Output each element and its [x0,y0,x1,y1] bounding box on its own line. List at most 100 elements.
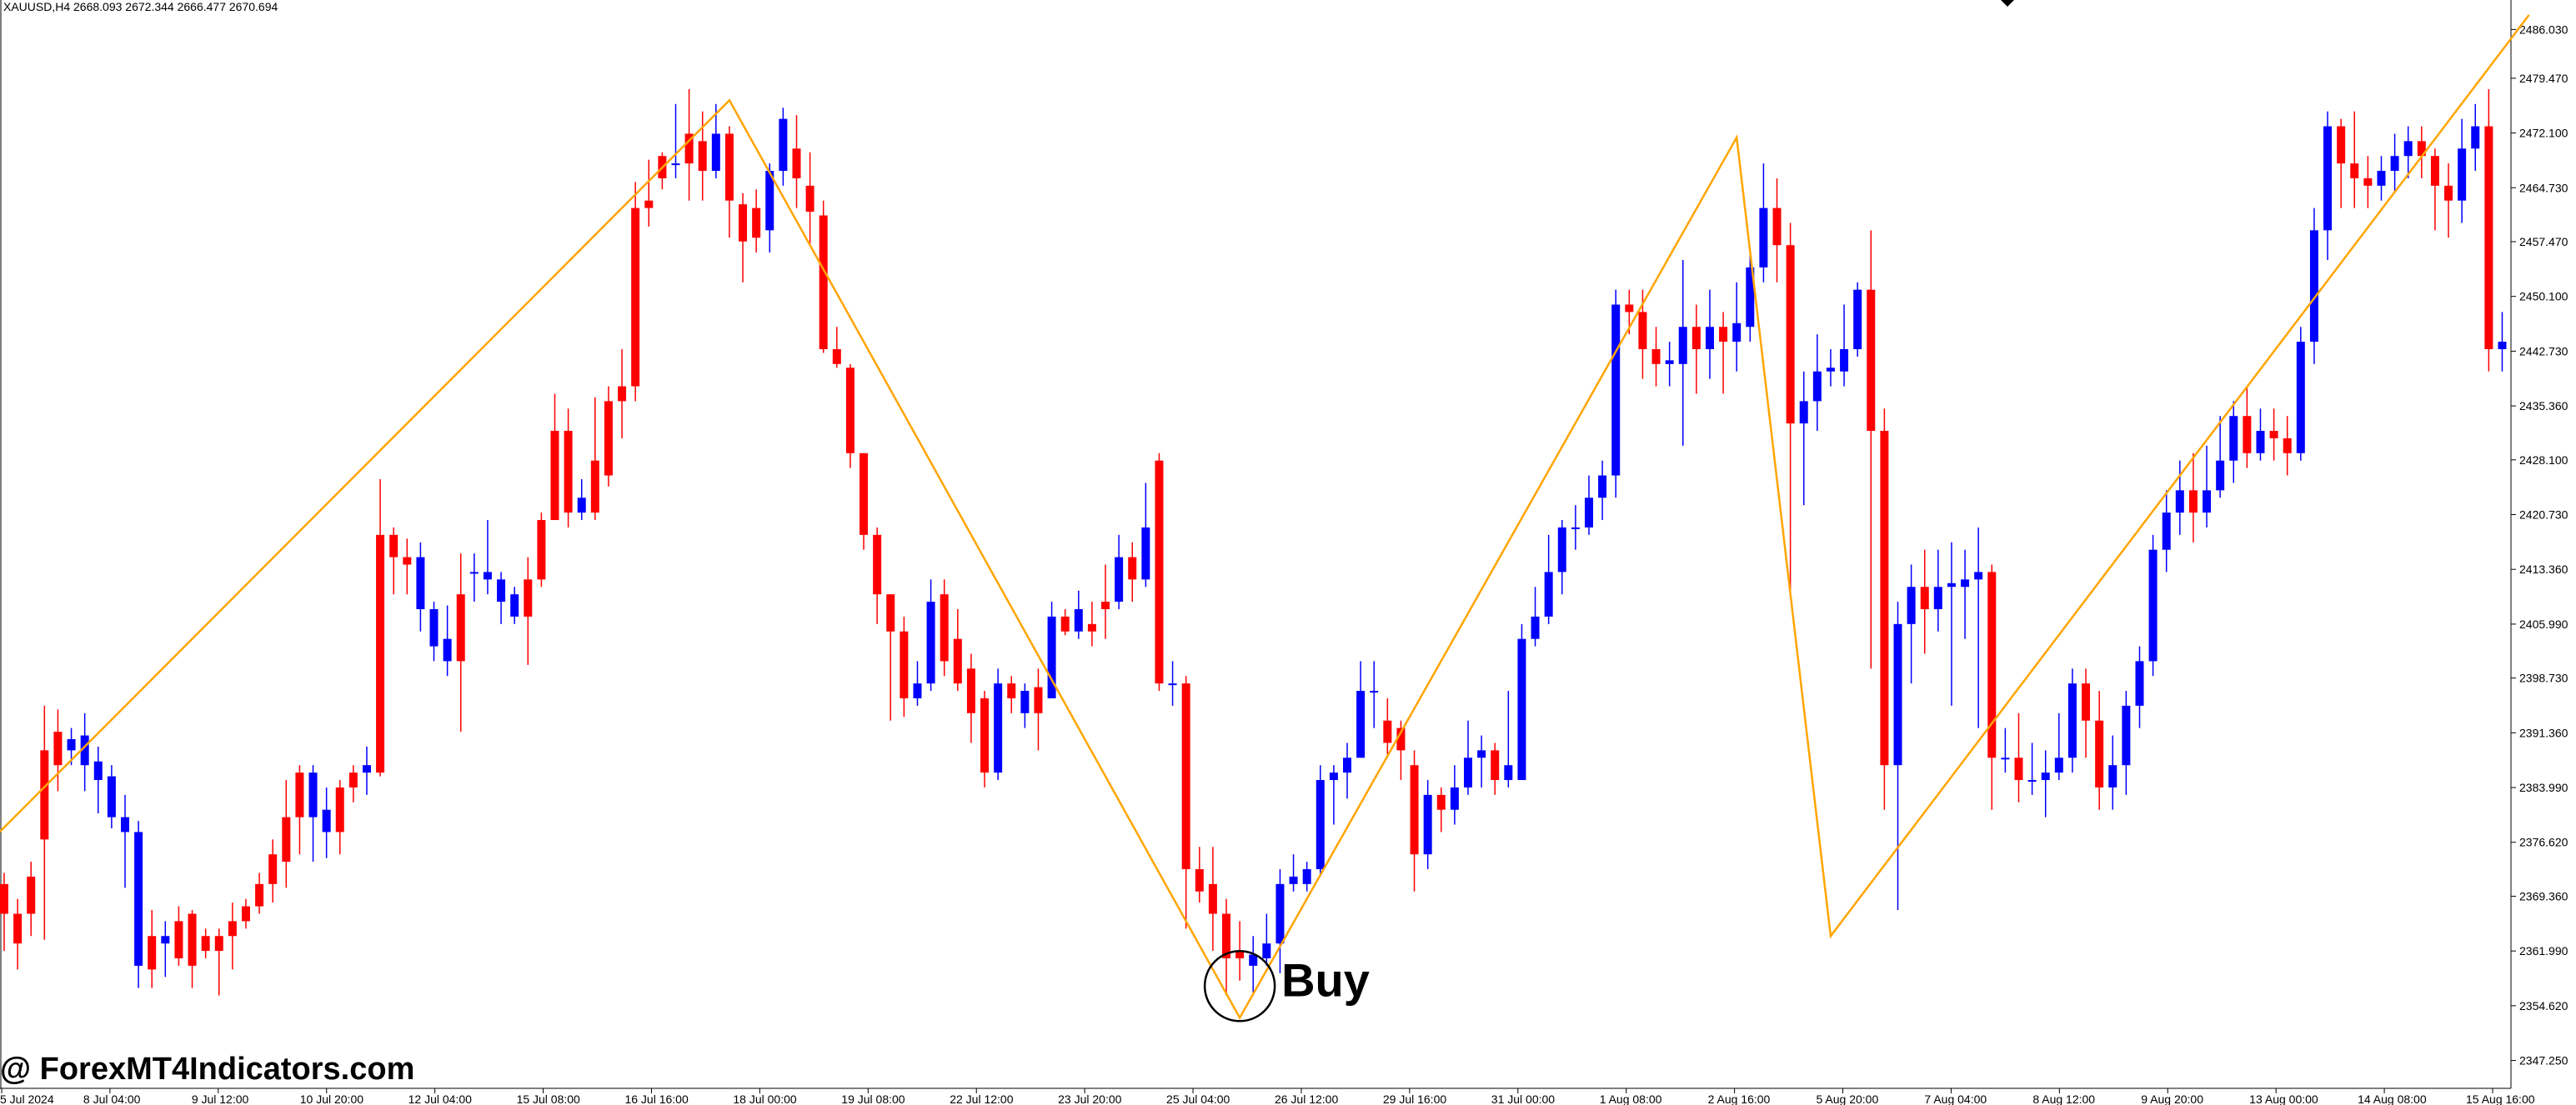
bear-candle [819,215,828,349]
bear-candle [644,200,654,208]
bull-candle [2377,171,2386,186]
x-tick-label: 1 Aug 08:00 [1600,1092,1662,1105]
x-tick-label: 16 Jul 16:00 [624,1092,688,1105]
bear-candle [590,460,599,513]
y-tick-label: 2413.360 [2519,562,2568,576]
bear-candle [1880,431,1889,766]
bear-candle [1987,572,1997,758]
y-tick-label: 2354.620 [2519,999,2568,1012]
bear-candle [1719,327,1728,342]
bull-candle [107,776,116,818]
bear-candle [40,750,49,840]
bear-candle [1195,869,1204,892]
bear-candle [389,534,398,558]
bull-candle [443,638,452,662]
bull-candle [1115,557,1124,602]
bull-candle [2498,342,2507,349]
bull-candle [2256,431,2265,453]
bull-candle [1799,401,1808,424]
x-tick-label: 9 Aug 20:00 [2141,1092,2203,1105]
x-tick-label: 9 Jul 12:00 [192,1092,249,1105]
bull-candle [1423,794,1432,855]
bull-candle [2054,758,2063,773]
y-tick-label: 2420.730 [2519,508,2568,522]
bear-candle [268,854,278,884]
bull-candle [1370,691,1379,693]
bear-candle [1034,687,1043,713]
bear-candle [1222,913,1231,958]
bull-candle [2216,460,2225,491]
bear-candle [739,204,748,242]
bull-candle [2001,758,2010,760]
bear-candle [953,638,962,684]
bull-candle [2403,141,2413,157]
bull-candle [926,602,935,684]
bear-candle [2243,416,2252,453]
bear-candle [805,185,814,212]
bear-candle [2283,438,2292,453]
y-tick-label: 2369.360 [2519,889,2568,902]
x-tick-label: 18 Jul 00:00 [733,1092,796,1105]
bull-candle [2296,342,2305,453]
bear-candle [1691,327,1701,349]
bull-candle [2471,126,2480,149]
bear-candle [1128,557,1137,580]
bear-candle [900,631,909,698]
bear-candle [335,787,344,832]
bull-candle [2458,148,2467,201]
bear-candle [698,141,707,172]
x-tick-label: 23 Jul 20:00 [1058,1092,1121,1105]
bull-candle [1020,691,1030,713]
y-tick-label: 2361.990 [2519,944,2568,958]
bear-candle [873,534,882,595]
bear-candle [1060,616,1070,632]
bear-candle [1772,208,1782,246]
x-tick-label: 12 Jul 04:00 [408,1092,472,1105]
bear-candle [684,133,694,164]
bull-candle [1168,683,1177,686]
x-tick-label: 22 Jul 12:00 [950,1092,1013,1105]
bear-candle [13,913,23,944]
bear-candle [376,534,385,773]
bull-candle [1517,638,1526,781]
bull-candle [1249,954,1258,966]
bull-candle [1611,304,1621,476]
x-tick-label: 26 Jul 12:00 [1275,1092,1338,1105]
bull-candle [2108,765,2117,788]
bear-candle [2484,126,2493,349]
bull-candle [1812,371,1822,402]
bull-candle [765,171,774,231]
buy-signal-circle [1203,950,1276,1022]
bull-candle [2390,156,2399,172]
bear-candle [537,520,546,580]
bear-candle [295,772,304,818]
bull-candle [671,163,680,166]
bear-candle [188,913,197,966]
x-tick-label: 10 Jul 20:00 [300,1092,363,1105]
x-tick-label: 13 Aug 00:00 [2249,1092,2318,1105]
bull-candle [483,572,492,580]
bull-candle [1262,943,1271,958]
bear-candle [1867,289,1876,432]
x-tick-label: 25 Jul 04:00 [1166,1092,1230,1105]
bear-candle [2350,163,2359,178]
bull-candle [1302,869,1311,884]
y-tick-label: 2376.620 [2519,836,2568,849]
bear-candle [1101,602,1110,610]
bear-candle [966,668,975,713]
x-tick-label: 19 Jul 08:00 [841,1092,905,1105]
bull-candle [2175,490,2184,513]
bear-candle [1208,883,1217,914]
bear-candle [1155,460,1164,684]
bear-candle [348,772,358,788]
bear-candle [564,431,573,513]
bull-candle [1571,527,1580,529]
bull-candle [1907,587,1916,624]
bear-candle [1383,720,1392,743]
bear-candle [201,936,210,952]
bear-candle [1786,245,1795,424]
bear-candle [550,431,559,521]
bear-candle [1436,794,1446,810]
bear-candle [2082,683,2091,721]
